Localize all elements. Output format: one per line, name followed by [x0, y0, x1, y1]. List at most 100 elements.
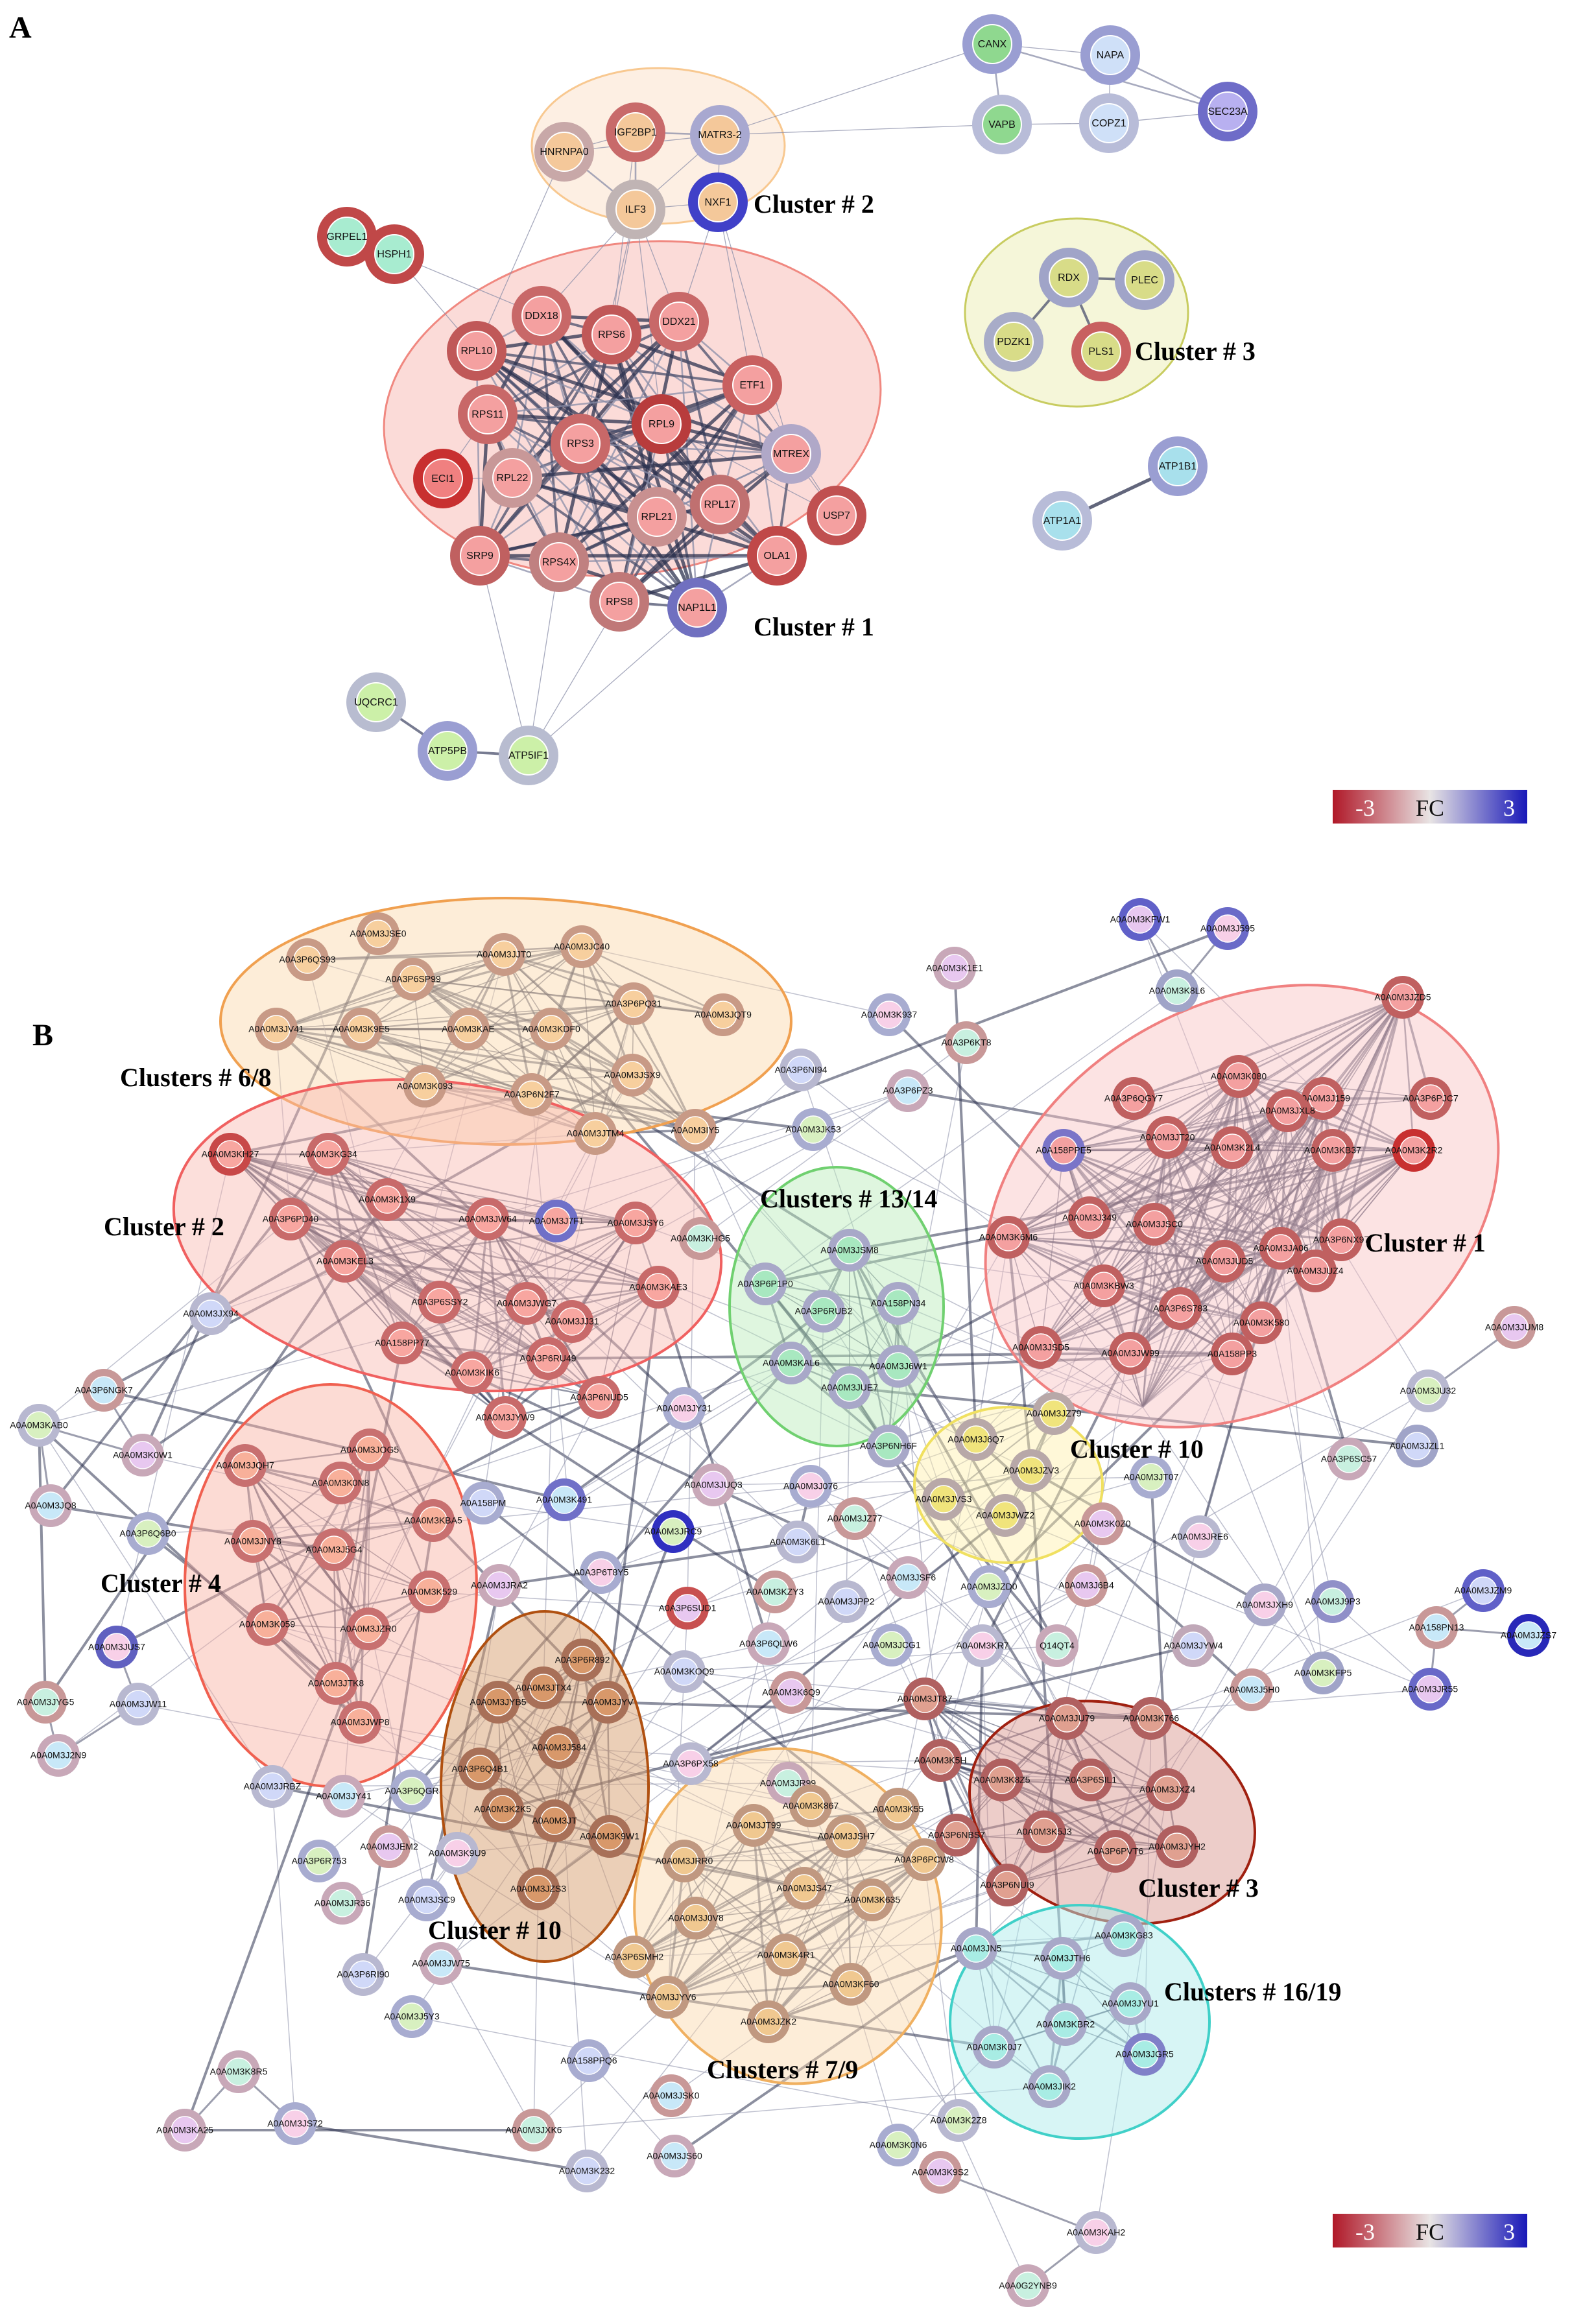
- node-a0a0m3kik6[interactable]: A0A0M3KIK6: [445, 1351, 499, 1394]
- node-a0a0m3jw99[interactable]: A0A0M3JW99: [1101, 1332, 1160, 1375]
- node-a0a0m3jvs3[interactable]: A0A0M3JVS3: [915, 1478, 972, 1521]
- node-a0a0m3juq3[interactable]: A0A0M3JUQ3: [684, 1464, 743, 1506]
- node-a0a158ppe5[interactable]: A0A158PPE5: [1036, 1129, 1091, 1172]
- node-a0a0m3kab0[interactable]: A0A0M3KAB0: [10, 1404, 68, 1447]
- node-a0a0m3kel3[interactable]: A0A0M3KEL3: [316, 1240, 374, 1283]
- node-a0a0m3k8z5[interactable]: A0A0M3K8Z5: [973, 1759, 1030, 1801]
- node-a0a0m3k6l1[interactable]: A0A0M3K6L1: [770, 1521, 826, 1563]
- node-a0a3p6pjc7[interactable]: A0A3P6PJC7: [1403, 1077, 1459, 1120]
- node-a0a0m3kah2[interactable]: A0A0M3KAH2: [1067, 2211, 1125, 2254]
- node-etf1[interactable]: ETF1: [722, 355, 782, 415]
- node-a0a0m3k6m6[interactable]: A0A0M3K6M6: [979, 1216, 1038, 1259]
- node-nxf1[interactable]: NXF1: [688, 172, 748, 232]
- node-a0a0m3j2n9[interactable]: A0A0M3J2N9: [30, 1734, 87, 1777]
- node-a0a0m3juz4[interactable]: A0A0M3JUZ4: [1287, 1250, 1344, 1292]
- node-canx[interactable]: CANX: [962, 14, 1022, 74]
- node-a0a0m3jum8[interactable]: A0A0M3JUM8: [1485, 1306, 1543, 1349]
- node-a0a0m3kbr2[interactable]: A0A0M3KBR2: [1036, 2003, 1095, 2046]
- node-a0a0m3jyu1[interactable]: A0A0M3JYU1: [1102, 1982, 1159, 2025]
- node-a0a0m3jw11[interactable]: A0A0M3JW11: [110, 1683, 167, 1725]
- node-a0a0m3kf60[interactable]: A0A0M3KF60: [822, 1963, 879, 2006]
- node-a0a0m3kba5[interactable]: A0A0M3KBA5: [404, 1499, 462, 1542]
- node-rps3[interactable]: RPS3: [551, 414, 610, 473]
- node-a0a0m3kbw3[interactable]: A0A0M3KBW3: [1073, 1264, 1134, 1307]
- node-a0a0m3jsm8[interactable]: A0A0M3JSM8: [820, 1229, 879, 1272]
- node-a0a3p6pq31[interactable]: A0A3P6PQ31: [605, 982, 662, 1025]
- node-a0a158pm[interactable]: A0A158PM: [460, 1482, 506, 1524]
- node-a0a0m3k491[interactable]: A0A0M3K491: [536, 1478, 593, 1521]
- node-a0a0m3j349[interactable]: A0A0M3J349: [1062, 1196, 1117, 1239]
- node-a0a0m3jzd0[interactable]: A0A0M3JZD0: [960, 1565, 1018, 1608]
- node-a0a3p6smh2[interactable]: A0A3P6SMH2: [605, 1936, 663, 1978]
- node-a0a0m3j076[interactable]: A0A0M3J076: [783, 1465, 838, 1508]
- node-a0a0m3jwp8[interactable]: A0A0M3JWP8: [330, 1701, 390, 1744]
- node-rps4x[interactable]: RPS4X: [529, 532, 589, 592]
- node-srp9[interactable]: SRP9: [450, 526, 510, 586]
- node-a0a0m3js47[interactable]: A0A0M3JS47: [776, 1867, 832, 1910]
- node-a0a0m3jt[interactable]: A0A0M3JT: [532, 1799, 577, 1842]
- node-a0a0m3jv41[interactable]: A0A0M3JV41: [248, 1008, 304, 1050]
- node-a0a0m3j6w1[interactable]: A0A0M3J6W1: [869, 1345, 927, 1388]
- node-a0a0m3jz77[interactable]: A0A0M3JZ77: [828, 1497, 883, 1540]
- node-a0a0m3j7f1[interactable]: A0A0M3J7F1: [529, 1200, 584, 1242]
- node-a0a3p6s783[interactable]: A0A3P6S783: [1153, 1287, 1208, 1330]
- node-a0a0m3jn5[interactable]: A0A0M3JN5: [951, 1927, 1002, 1970]
- node-a0a3p6qgy7[interactable]: A0A3P6QGY7: [1104, 1077, 1163, 1120]
- node-a0a3p6r753[interactable]: A0A3P6R753: [292, 1840, 347, 1882]
- node-a0a0m3k9s2[interactable]: A0A0M3K9S2: [912, 2151, 969, 2194]
- node-a0a0m3jzs7[interactable]: A0A0M3JZS7: [1501, 1614, 1557, 1657]
- node-a0a158pp77[interactable]: A0A158PP77: [375, 1322, 429, 1364]
- node-a0a0m3k766[interactable]: A0A0M3K766: [1123, 1697, 1180, 1740]
- node-a0a3p6r892[interactable]: A0A3P6R892: [555, 1639, 610, 1681]
- node-a0a0m3k0z0[interactable]: A0A0M3K0Z0: [1074, 1502, 1131, 1545]
- node-a0a0m3j5g4[interactable]: A0A0M3J5G4: [305, 1528, 363, 1571]
- node-a0a0m3jr55[interactable]: A0A0M3JR55: [1402, 1668, 1459, 1711]
- node-a0a0m3k0n6[interactable]: A0A0M3K0N6: [870, 2124, 927, 2166]
- node-a0a3p6kt8[interactable]: A0A3P6KT8: [941, 1021, 992, 1064]
- node-a0a0m3jyv[interactable]: A0A0M3JYV: [582, 1681, 634, 1724]
- node-ilf3[interactable]: ILF3: [606, 180, 665, 239]
- node-a0a0m3jsk0[interactable]: A0A0M3JSK0: [643, 2074, 700, 2117]
- node-a0a0m3k9w1[interactable]: A0A0M3K9W1: [580, 1815, 639, 1858]
- node-uqcrc1[interactable]: UQCRC1: [346, 672, 406, 732]
- node-a0a0m3ju32[interactable]: A0A0M3JU32: [1400, 1370, 1457, 1412]
- node-rps8[interactable]: RPS8: [590, 572, 649, 632]
- node-a0a0m3k635[interactable]: A0A0M3K635: [844, 1879, 901, 1921]
- node-a0a0m3jjt0[interactable]: A0A0M3JJT0: [477, 933, 531, 976]
- node-matr3-2[interactable]: MATR3-2: [690, 105, 750, 165]
- node-a0a0m3k0j7[interactable]: A0A0M3K0J7: [966, 2026, 1022, 2069]
- node-a0a0m3jyw4[interactable]: A0A0M3JYW4: [1163, 1624, 1223, 1667]
- node-a0a0m3jsx9[interactable]: A0A0M3JSX9: [604, 1054, 661, 1097]
- node-ola1[interactable]: OLA1: [747, 526, 807, 586]
- node-copz1[interactable]: COPZ1: [1079, 93, 1139, 153]
- node-a0a0m3j5y3[interactable]: A0A0M3J5Y3: [384, 1995, 440, 2038]
- node-rpl22[interactable]: RPL22: [482, 448, 542, 508]
- node-a0a0m3jrr0[interactable]: A0A0M3JRR0: [656, 1840, 713, 1882]
- node-a0a0m3jsc0[interactable]: A0A0M3JSC0: [1126, 1203, 1183, 1246]
- node-a0a0m3k937[interactable]: A0A0M3K937: [861, 993, 918, 1036]
- node-a0a3p6nbs7[interactable]: A0A3P6NBS7: [928, 1814, 985, 1856]
- node-a0a0m3k2l4[interactable]: A0A0M3K2L4: [1204, 1126, 1261, 1169]
- node-a0a0m3jsf6[interactable]: A0A0M3JSF6: [880, 1556, 936, 1599]
- node-a0a3p6ri90[interactable]: A0A3P6RI90: [337, 1953, 390, 1996]
- node-a0a0m3k529[interactable]: A0A0M3K529: [401, 1571, 458, 1613]
- node-a0a0m3jxl8[interactable]: A0A0M3JXL8: [1259, 1089, 1315, 1132]
- node-usp7[interactable]: USP7: [807, 486, 866, 545]
- node-plec[interactable]: PLEC: [1115, 250, 1174, 310]
- node-a0a0m3jue7[interactable]: A0A0M3JUE7: [821, 1366, 878, 1409]
- node-a0a0m3k1x9[interactable]: A0A0M3K1X9: [359, 1178, 416, 1221]
- node-a0a0m3k867[interactable]: A0A0M3K867: [783, 1784, 839, 1827]
- node-a0a0m3jsc9[interactable]: A0A0M3JSC9: [398, 1879, 455, 1921]
- node-a0a0m3jem2[interactable]: A0A0M3JEM2: [360, 1825, 418, 1868]
- node-a0a0m3k0n8[interactable]: A0A0M3K0N8: [312, 1462, 370, 1504]
- node-a0a3p6sc57[interactable]: A0A3P6SC57: [1321, 1438, 1377, 1480]
- node-a0a158pp3[interactable]: A0A158PP3: [1208, 1333, 1257, 1375]
- node-a0a0m3jzk2[interactable]: A0A0M3JZK2: [741, 2000, 797, 2043]
- node-a0a0m3ju79[interactable]: A0A0M3JU79: [1039, 1697, 1095, 1740]
- node-a0a3p6t8y5[interactable]: A0A3P6T8Y5: [574, 1551, 629, 1594]
- node-a0a0m3jy41[interactable]: A0A0M3JY41: [316, 1775, 372, 1818]
- node-a0a0m3j584[interactable]: A0A0M3J584: [532, 1726, 586, 1769]
- node-a0a0g2ynb9[interactable]: A0A0G2YNB9: [999, 2264, 1057, 2307]
- node-a0a3p6pcw8[interactable]: A0A3P6PCW8: [894, 1838, 954, 1881]
- node-a0a3p6pz3[interactable]: A0A3P6PZ3: [883, 1069, 933, 1112]
